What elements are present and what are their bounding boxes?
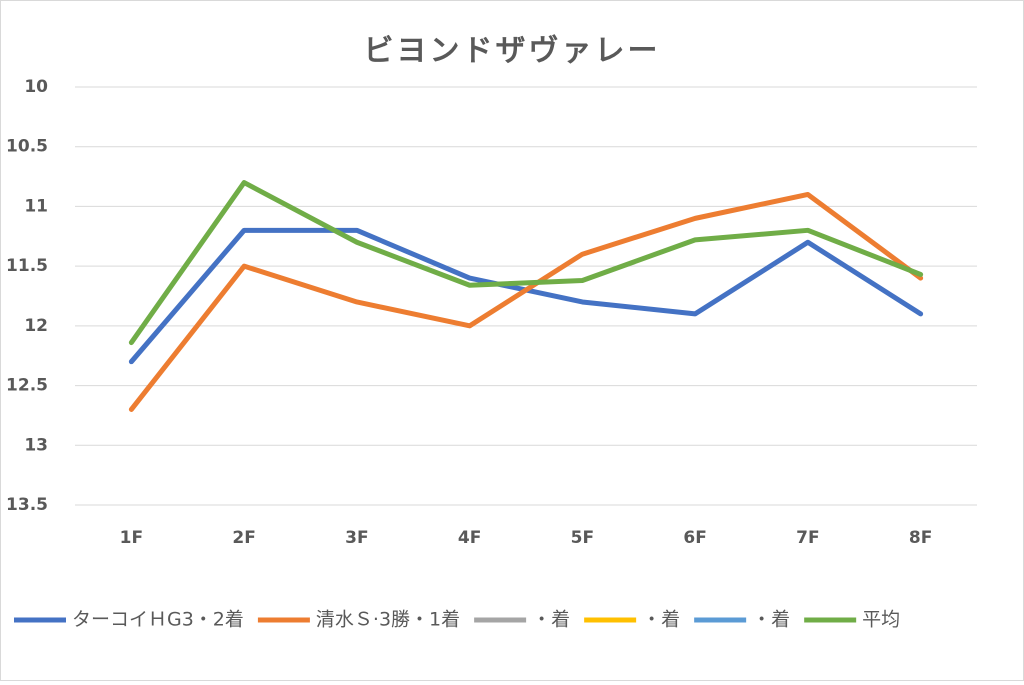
series-line (128, 180, 924, 346)
x-tick-label: 5F (571, 528, 594, 548)
y-tick-label: 11 (24, 196, 48, 216)
chart-title: ビヨンドザヴァレー (364, 34, 661, 69)
series-line (128, 191, 924, 412)
x-tick-label: 8F (909, 528, 932, 548)
y-tick-label: 13 (24, 435, 48, 455)
y-tick-label: 13.5 (6, 495, 48, 515)
legend-label: 平均 (862, 609, 900, 631)
legend-label: 清水Ｓ·3勝・1着 (316, 609, 460, 631)
x-tick-label: 7F (796, 528, 819, 548)
legend-label: ・着 (642, 609, 680, 631)
y-tick-label: 10.5 (6, 137, 48, 157)
x-tick-label: 1F (120, 528, 143, 548)
x-tick-label: 3F (345, 528, 368, 548)
y-tick-label: 12 (24, 316, 48, 336)
legend-label: ・着 (532, 609, 570, 631)
y-tick-label: 12.5 (6, 376, 48, 396)
y-tick-label: 10 (24, 77, 48, 97)
x-tick-label: 4F (458, 528, 481, 548)
x-tick-label: 6F (683, 528, 706, 548)
y-tick-label: 11.5 (6, 256, 48, 276)
x-tick-label: 2F (232, 528, 255, 548)
legend-label: ターコイＨG3・2着 (72, 609, 244, 631)
legend-label: ・着 (752, 609, 790, 631)
